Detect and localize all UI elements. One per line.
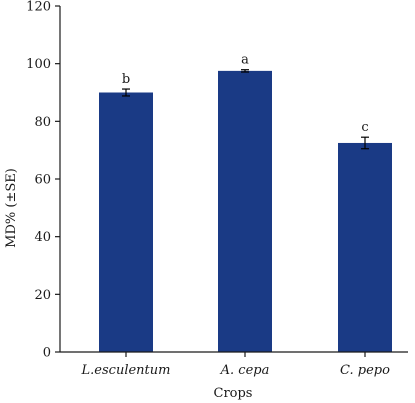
x-axis: L.esculentum A. cepa C. pepo (60, 351, 408, 378)
y-axis-title: MD% (±SE) (4, 168, 19, 248)
significance-label: b (122, 72, 130, 87)
significance-label: c (361, 120, 368, 135)
bar (99, 92, 153, 352)
y-tick-label: 60 (34, 173, 51, 188)
y-tick-label: 80 (34, 115, 51, 130)
y-tick-label: 120 (26, 0, 51, 15)
y-tick-label: 0 (43, 346, 51, 361)
y-tick-label: 100 (26, 57, 51, 72)
bar (218, 70, 272, 352)
x-tick-label: A. cepa (220, 363, 270, 378)
bar (338, 142, 392, 352)
x-tick-label: C. pepo (340, 363, 390, 378)
bars: b a c (99, 53, 392, 352)
x-axis-title: Crops (214, 386, 253, 401)
y-axis: 0 20 40 60 80 100 120 (26, 0, 61, 361)
significance-label: a (241, 53, 249, 68)
y-tick-label: 40 (34, 230, 51, 245)
x-tick-label: L.esculentum (81, 363, 171, 378)
y-tick-label: 20 (34, 288, 51, 303)
